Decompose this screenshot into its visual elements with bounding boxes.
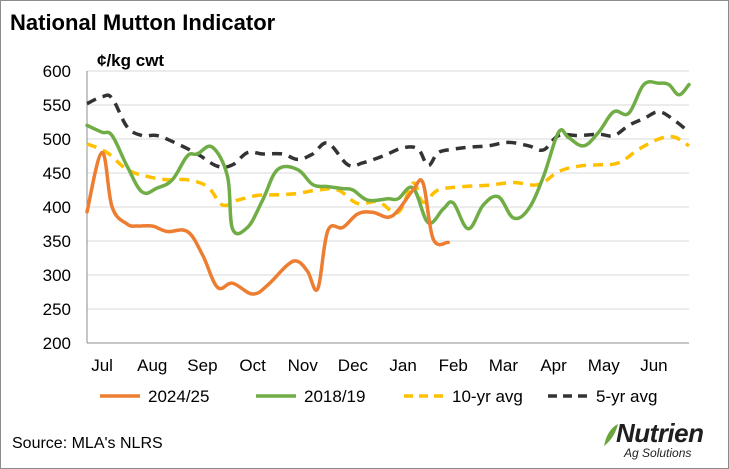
tick-labels: 200 250 300 350 400 450 500 550 600 ¢/kg cwt Jul Au… [43, 51, 668, 375]
x-tick-label: Feb [439, 356, 468, 375]
legend-label: 2018/19 [304, 387, 365, 406]
x-tick-label: Jun [640, 356, 667, 375]
x-tick-label: Oct [239, 356, 266, 375]
x-tick-label: Dec [338, 356, 369, 375]
legend-label: 2024/25 [148, 387, 209, 406]
source-note: Source: MLA's NLRS [12, 435, 163, 452]
y-tick-label: 300 [43, 266, 71, 285]
x-tick-label: Jan [389, 356, 416, 375]
y-tick-label: 400 [43, 198, 71, 217]
y-tick-label: 250 [43, 300, 71, 319]
y-tick-label: 450 [43, 164, 71, 183]
logo-wordmark: Nutrien [616, 418, 704, 448]
x-tick-label: Nov [288, 356, 319, 375]
y-tick-label: 200 [43, 334, 71, 353]
y-tick-label: 600 [43, 62, 71, 81]
y-tick-label: 350 [43, 232, 71, 251]
logo-tagline: Ag Solutions [624, 446, 692, 460]
series-line-2018-19 [85, 80, 691, 236]
x-tick-label: Jul [91, 356, 113, 375]
gridlines [87, 70, 689, 310]
nutrien-logo: Nutrien Ag Solutions [602, 418, 722, 466]
y-axis-label: ¢/kg cwt [97, 51, 164, 70]
x-tick-label: Sep [187, 356, 217, 375]
x-tick-label: Aug [137, 356, 167, 375]
series-line-10-yr-avg [86, 134, 690, 215]
legend: 2024/25 2018/19 10-yr avg 5-yr avg [100, 387, 657, 406]
y-tick-label: 550 [43, 96, 71, 115]
x-tick-label: Apr [540, 356, 567, 375]
y-tick-label: 500 [43, 130, 71, 149]
x-tick-label: Mar [489, 356, 519, 375]
x-tick-label: May [588, 356, 621, 375]
chart-title: National Mutton Indicator [10, 10, 276, 35]
series-line-2024-25 [85, 150, 450, 296]
leaf-icon [604, 424, 618, 446]
series-lines [85, 80, 691, 296]
legend-label: 5-yr avg [596, 387, 657, 406]
series-line-5-yr-avg [86, 93, 691, 170]
legend-label: 10-yr avg [452, 387, 523, 406]
